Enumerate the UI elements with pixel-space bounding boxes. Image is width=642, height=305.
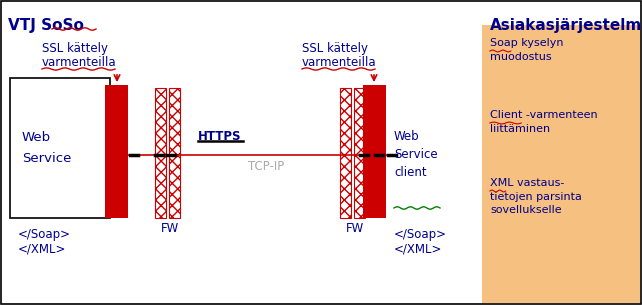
Text: SSL kättely: SSL kättely <box>42 42 108 55</box>
Bar <box>354 88 365 218</box>
Bar <box>482 25 640 303</box>
Text: Soap kyselyn
muodostus: Soap kyselyn muodostus <box>490 38 564 62</box>
Text: varmenteilla: varmenteilla <box>302 56 377 69</box>
Bar <box>363 85 386 218</box>
Text: varmenteilla: varmenteilla <box>42 56 117 69</box>
Text: HTTPS: HTTPS <box>198 130 241 143</box>
Bar <box>155 88 166 218</box>
Text: Web
Service: Web Service <box>22 131 71 165</box>
Text: </Soap>: </Soap> <box>18 228 71 241</box>
Text: TCP-IP: TCP-IP <box>248 160 284 173</box>
Text: Client -varmenteen
liittäminen: Client -varmenteen liittäminen <box>490 110 598 134</box>
Text: </Soap>: </Soap> <box>394 228 447 241</box>
Bar <box>169 88 180 218</box>
Text: </XML>: </XML> <box>18 242 66 255</box>
Text: SSL kättely: SSL kättely <box>302 42 368 55</box>
Text: VTJ SoSo: VTJ SoSo <box>8 18 84 33</box>
Bar <box>105 85 128 218</box>
Bar <box>10 78 110 218</box>
Text: FW: FW <box>346 222 364 235</box>
Text: Web
Service
client: Web Service client <box>394 130 438 179</box>
Text: FW: FW <box>161 222 179 235</box>
Text: XML vastaus-
tietojen parsinta
sovellukselle: XML vastaus- tietojen parsinta sovelluks… <box>490 178 582 215</box>
Text: Asiakasjärjestelmä: Asiakasjärjestelmä <box>490 18 642 33</box>
Bar <box>340 88 351 218</box>
Text: </XML>: </XML> <box>394 242 442 255</box>
